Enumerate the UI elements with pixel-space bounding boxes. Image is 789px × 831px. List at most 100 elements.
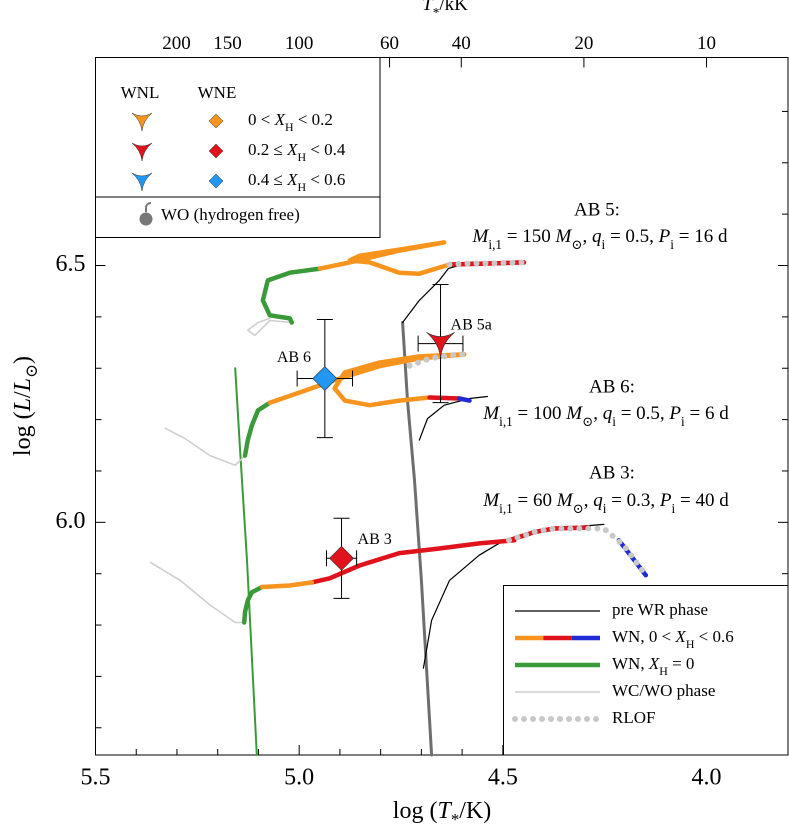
legend-label: RLOF xyxy=(612,708,655,727)
inset-wne-marker xyxy=(208,143,224,159)
inset-label: 0.2 ≤ XH < 0.4 xyxy=(248,140,346,164)
star-label: AB 6 xyxy=(277,349,311,366)
text-run: H xyxy=(285,120,294,134)
text-run: H xyxy=(297,180,306,194)
text-run: / xyxy=(10,391,36,398)
text-run: = 6 d xyxy=(685,403,729,424)
inset-wne-marker xyxy=(208,173,224,189)
text-run: /kK xyxy=(439,0,468,15)
text-run: < 0.2 xyxy=(294,110,333,129)
text-run: ⊙ xyxy=(571,237,582,252)
x2-tick-label: 100 xyxy=(285,33,314,54)
text-run: < 0.4 xyxy=(306,140,346,159)
text-run: q xyxy=(603,403,613,424)
text-run: 0.4 ≤ xyxy=(248,170,287,189)
text-run: i xyxy=(681,414,685,429)
text-run: X xyxy=(648,654,660,673)
text-run: ⊙ xyxy=(582,414,593,429)
text-run: M xyxy=(555,226,573,247)
inset-wnl-marker xyxy=(131,112,153,132)
text-run: M xyxy=(482,490,500,511)
track-wn xyxy=(267,352,467,408)
wo-icon-fuse xyxy=(145,202,152,212)
track-rlof xyxy=(506,525,649,579)
track-wn xyxy=(457,396,472,403)
text-run: = 0.5, xyxy=(605,226,658,247)
legend-label: pre WR phase xyxy=(612,600,708,619)
text-run: 0.2 ≤ xyxy=(248,140,287,159)
x2-tick-label: 10 xyxy=(697,33,716,54)
text-run: 0 < xyxy=(248,110,275,129)
annotation-title: AB 6: xyxy=(589,376,635,397)
inset-wne-marker xyxy=(208,113,224,129)
text-run: = 100 xyxy=(513,403,566,424)
text-run: i,1 xyxy=(499,414,513,429)
y-axis-label: log (L/L⊙) xyxy=(10,356,42,456)
text-run: < 0.6 xyxy=(306,170,345,189)
text-run: i xyxy=(602,237,606,252)
text-run: X xyxy=(274,110,286,129)
legend-label: WC/WO phase xyxy=(612,681,715,700)
x2-tick-label: 60 xyxy=(380,33,399,54)
text-run: RLOF xyxy=(612,708,655,727)
text-run: X xyxy=(286,170,298,189)
annotation-text: Mi,1 = 150 M⊙, qi = 0.5, Pi = 16 d xyxy=(472,226,728,251)
x-tick-label: 4.5 xyxy=(488,765,518,791)
plot-frame xyxy=(95,57,789,756)
text-run: H xyxy=(297,150,306,164)
text-run: T xyxy=(437,798,452,824)
y-tick-label: 6.5 xyxy=(56,251,86,277)
star-label: AB 5a xyxy=(451,316,492,333)
legend-label: WN, XH = 0 xyxy=(612,654,694,678)
text-run: T xyxy=(422,0,434,15)
star-label: AB 3 xyxy=(358,531,392,548)
text-run: < 0.6 xyxy=(694,627,733,646)
text-run: i xyxy=(612,414,616,429)
track-wn xyxy=(309,538,517,585)
text-run: = 60 xyxy=(513,490,557,511)
annotation-title: AB 5: xyxy=(574,199,620,220)
inset-header: WNL xyxy=(121,83,160,102)
track-wn xyxy=(259,580,315,590)
text-run: = 0.3, xyxy=(606,490,659,511)
text-run: , xyxy=(584,490,594,511)
text-run: , xyxy=(583,226,593,247)
text-run: log ( xyxy=(393,798,438,824)
text-run: i,1 xyxy=(499,501,513,516)
track-rlof xyxy=(406,351,468,369)
x2-tick-label: 200 xyxy=(162,33,191,54)
track-wn xyxy=(317,240,452,276)
text-run: = 150 xyxy=(502,226,555,247)
annotation-text: Mi,1 = 100 M⊙, qi = 0.5, Pi = 6 d xyxy=(482,403,729,428)
x2-tick-label: 40 xyxy=(452,33,471,54)
text-run: P xyxy=(668,403,681,424)
track-zams xyxy=(401,321,434,757)
text-run: pre WR phase xyxy=(612,600,708,619)
inset-header: WNE xyxy=(198,83,237,102)
track-wnh0 xyxy=(260,266,323,325)
text-run: M xyxy=(565,403,583,424)
star-marker xyxy=(312,366,338,391)
text-run: i xyxy=(672,501,676,516)
star-marker xyxy=(329,545,354,571)
track-rlof xyxy=(446,259,527,268)
text-run: q xyxy=(592,226,602,247)
annotation-text: Mi,1 = 60 M⊙, qi = 0.3, Pi = 40 d xyxy=(482,490,729,515)
inset-label: 0.4 ≤ XH < 0.6 xyxy=(248,170,345,194)
text-run: , xyxy=(593,403,603,424)
x-tick-label: 5.5 xyxy=(81,765,111,791)
text-run: H xyxy=(659,664,668,678)
text-run: = 0 xyxy=(668,654,695,673)
track-wc xyxy=(164,427,246,467)
text-run: WN, 0 < xyxy=(612,627,675,646)
annotation-title: AB 3: xyxy=(589,462,635,483)
text-run: ⊙ xyxy=(573,501,584,516)
text-run: H xyxy=(686,637,695,651)
text-run: = 0.5, xyxy=(616,403,669,424)
text-run: WN, xyxy=(612,654,649,673)
text-run: ) xyxy=(10,356,36,364)
text-run: * xyxy=(433,5,440,20)
text-run: q xyxy=(593,490,603,511)
track-wn xyxy=(427,395,462,401)
